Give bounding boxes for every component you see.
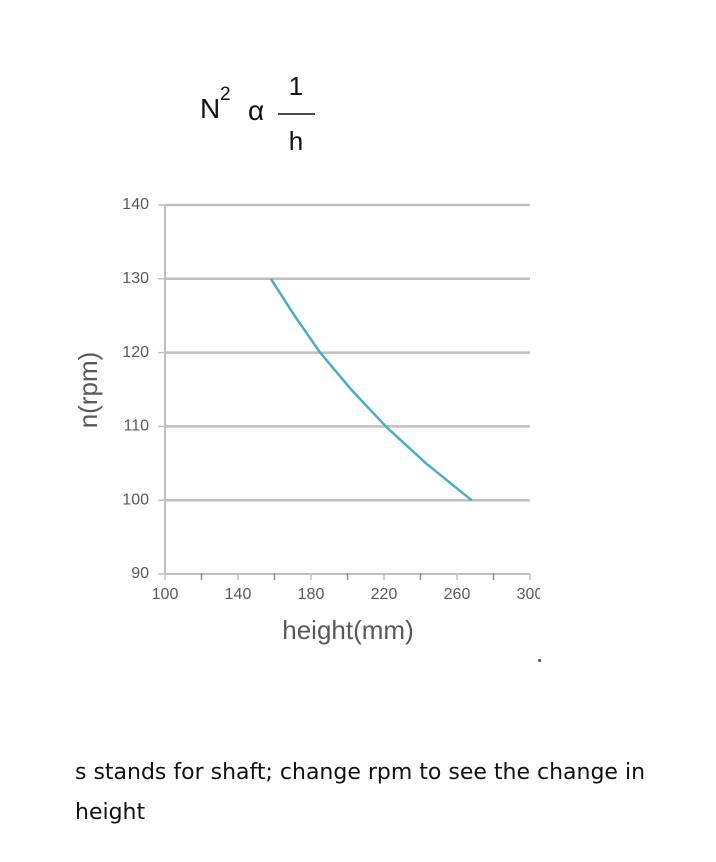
y-tick-label: 120 [122,344,149,361]
y-tick-label: 140 [122,196,149,213]
data-line [269,278,473,502]
y-axis-title: n(rpm) [73,352,103,429]
x-axis-title: height(mm) [282,615,413,645]
formula-base: N [200,93,220,124]
caption: s stands for shaft; change rpm to see th… [75,760,646,825]
formula: N 2 α 1 h [200,71,315,156]
formula-denominator: h [289,126,303,156]
x-tick-label: 300 [517,586,540,603]
y-tick-label: 90 [131,565,149,582]
y-tick-label: 110 [123,418,149,435]
x-tick-label: 180 [298,586,325,603]
x-tick-label: 100 [152,586,179,603]
x-tick-label: 260 [444,586,471,603]
formula-numerator: 1 [289,71,303,101]
x-tick-label: 140 [225,586,252,603]
y-tick-label: 130 [122,270,149,287]
y-tick-label: 100 [122,491,149,508]
x-tick-label: 220 [371,586,398,603]
dot [538,659,541,662]
formula-exponent: 2 [220,84,231,105]
formula-relation: α [248,95,264,126]
